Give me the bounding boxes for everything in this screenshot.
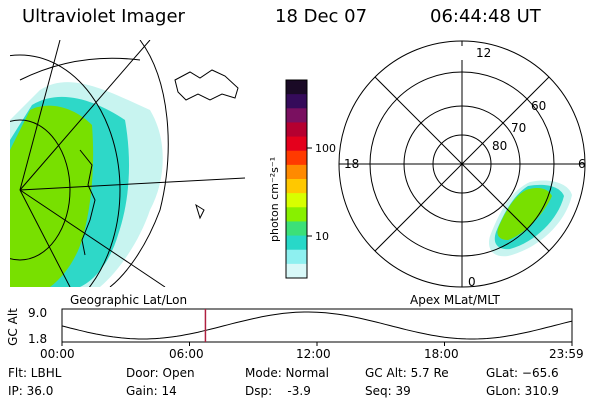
- gc-alt-ymin: 1.8: [28, 332, 48, 346]
- meridian-line: [19, 40, 61, 191]
- gc-alt-frame: [61, 308, 573, 343]
- polar-map: 12 18 6 0 60 70 80: [338, 40, 586, 289]
- colorbar-frame: [285, 79, 308, 279]
- meridian-line: [19, 189, 166, 287]
- coastline: [195, 203, 205, 220]
- gc-alt-xtick: 23:59: [549, 347, 584, 361]
- time-label: 06:44:48 UT: [430, 6, 541, 27]
- coastline: [79, 149, 96, 256]
- gc-alt-ticks: [61, 342, 573, 346]
- polar-panel-label: Apex MLat/MLT: [410, 293, 500, 307]
- mlt-18-label: 18: [344, 157, 359, 171]
- colorbar-tick-100: 100: [315, 142, 336, 155]
- status-seq: Seq: 39: [365, 384, 411, 398]
- gc-alt-xtick: 06:00: [169, 347, 204, 361]
- gc-alt-curve: [61, 311, 573, 340]
- mlt-0-label: 0: [468, 275, 476, 289]
- gc-alt-xtick: 00:00: [40, 347, 75, 361]
- lat-circle-inner: [10, 119, 71, 261]
- colorbar: 100 10 photon cm⁻²s⁻¹: [268, 79, 336, 279]
- lat-arc: [19, 57, 141, 81]
- instrument-title: Ultraviolet Imager: [22, 6, 185, 27]
- label-bg: [459, 46, 466, 60]
- gc-alt-ymax: 9.0: [28, 306, 48, 320]
- status-dsp: Dsp: -3.9: [245, 384, 311, 398]
- colorbar-tick-10: 10: [315, 230, 329, 243]
- colorbar-cell: [286, 207, 307, 222]
- status-mode: Mode: Normal: [245, 366, 329, 380]
- colorbar-cell: [286, 122, 307, 138]
- status-flt: Flt: LBHL: [8, 366, 62, 380]
- gc-alt-plot: [61, 308, 573, 346]
- colorbar-cell: [286, 179, 307, 194]
- status-door: Door: Open: [126, 366, 195, 380]
- status-gain: Gain: 14: [126, 384, 177, 398]
- polar-diagonal: [374, 76, 550, 252]
- coastline: [174, 69, 239, 101]
- meridian-line: [19, 189, 71, 287]
- lat-80-label: 80: [492, 139, 507, 153]
- date-label: 18 Dec 07: [275, 6, 368, 27]
- colorbar-unit-label: photon cm⁻²s⁻¹: [268, 157, 281, 242]
- gc-alt-xtick: 12:00: [296, 347, 331, 361]
- colorbar-cell: [286, 164, 307, 180]
- geographic-map: [10, 40, 246, 287]
- meridian-line: [19, 177, 246, 191]
- colorbar-cell: [286, 108, 307, 123]
- colorbar-cell: [286, 193, 307, 208]
- status-glon: GLon: 310.9: [486, 384, 559, 398]
- mlt-6-label: 6: [578, 157, 586, 171]
- status-ip: IP: 36.0: [8, 384, 54, 398]
- lat-circle-outer: [10, 54, 121, 287]
- gc-alt-ylabel: GC Alt: [5, 308, 20, 346]
- mlt-12-label: 12: [476, 46, 491, 60]
- colorbar-cell: [286, 263, 307, 279]
- colorbar-cell: [286, 94, 307, 109]
- geographic-panel-label: Geographic Lat/Lon: [70, 293, 188, 307]
- colorbar-cell: [286, 235, 307, 251]
- lat-70-label: 70: [511, 121, 526, 135]
- status-glat: GLat: −65.6: [486, 366, 559, 380]
- colorbar-cell: [286, 221, 307, 237]
- colorbar-cell: [286, 249, 307, 265]
- colorbar-cell: [286, 150, 307, 166]
- lat-60-label: 60: [531, 99, 546, 113]
- status-gc-alt: GC Alt: 5.7 Re: [365, 366, 449, 380]
- colorbar-cell: [286, 80, 307, 95]
- aurora-bright-polar: [497, 188, 552, 240]
- earth-limb: [109, 40, 169, 287]
- meridian-line: [19, 40, 151, 191]
- colorbar-cell: [286, 136, 307, 152]
- gc-alt-xtick: 18:00: [424, 347, 459, 361]
